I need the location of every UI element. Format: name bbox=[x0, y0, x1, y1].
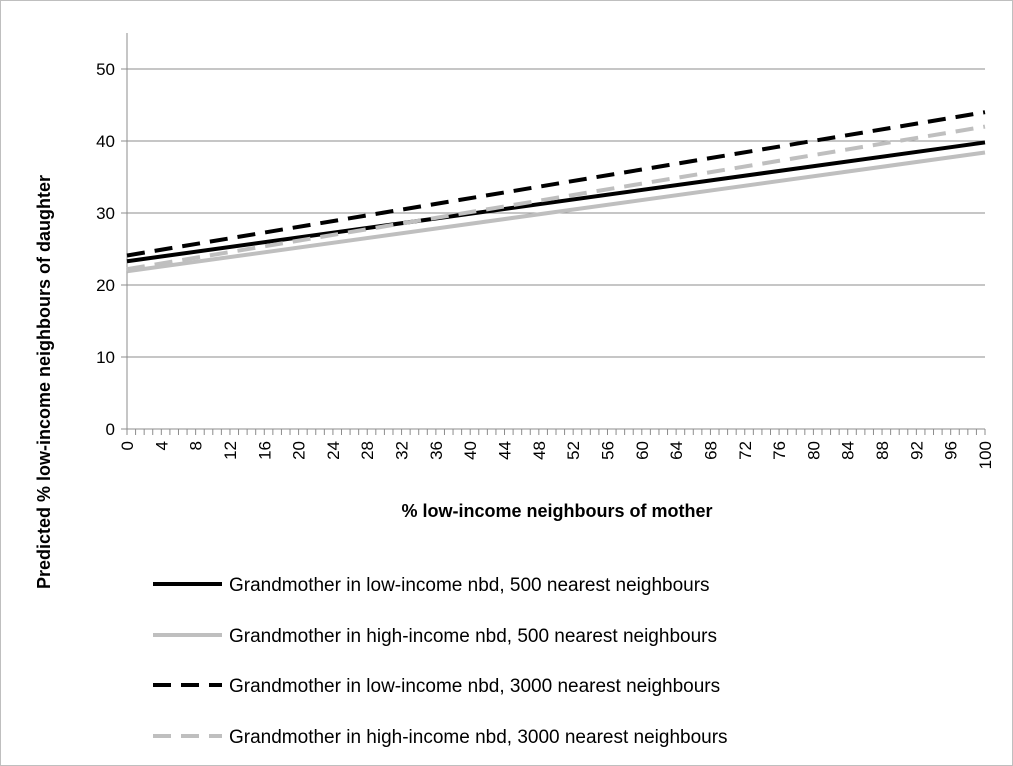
x-tick-label: 60 bbox=[633, 441, 652, 460]
y-axis-ticks: 0 10 20 30 40 50 bbox=[96, 60, 127, 439]
x-tick-label: 52 bbox=[564, 441, 583, 460]
x-axis-title: % low-income neighbours of mother bbox=[401, 501, 712, 521]
x-tick-label: 44 bbox=[496, 441, 515, 460]
x-tick-label: 88 bbox=[873, 441, 892, 460]
series-line bbox=[126, 124, 986, 272]
legend-label: Grandmother in high-income nbd, 3000 nea… bbox=[229, 727, 728, 748]
x-tick-label: 20 bbox=[290, 441, 309, 460]
x-tick-label: 12 bbox=[221, 441, 240, 460]
legend-label: Grandmother in low-income nbd, 500 neare… bbox=[229, 575, 710, 596]
y-axis-title: Predicted % low-income neighbours of dau… bbox=[34, 175, 54, 589]
x-tick-label: 64 bbox=[667, 441, 686, 460]
series-line bbox=[126, 110, 986, 258]
y-tick-label: 20 bbox=[96, 276, 115, 295]
x-tick-label: 0 bbox=[118, 441, 137, 450]
x-tick-label: 72 bbox=[736, 441, 755, 460]
legend-label: Grandmother in high-income nbd, 500 near… bbox=[229, 626, 717, 647]
x-tick-label: 32 bbox=[393, 441, 412, 460]
y-tick-label: 30 bbox=[96, 204, 115, 223]
gridlines bbox=[127, 68, 985, 358]
series-line bbox=[126, 150, 986, 274]
series-lines bbox=[126, 110, 986, 274]
x-tick-label: 84 bbox=[839, 441, 858, 460]
x-tick-label: 24 bbox=[324, 441, 343, 460]
y-tick-label: 40 bbox=[96, 132, 115, 151]
y-tick-label: 10 bbox=[96, 348, 115, 367]
series-line bbox=[126, 140, 986, 264]
x-tick-label: 96 bbox=[942, 441, 961, 460]
x-axis-ticks: 0 4 8 12 16 20 24 28 32 36 40 44 48 52 56 60 64 68 72 76 80 8… bbox=[118, 429, 995, 469]
x-tick-label: 40 bbox=[461, 441, 480, 460]
legend-label: Grandmother in low-income nbd, 3000 near… bbox=[229, 676, 720, 697]
x-tick-label: 28 bbox=[358, 441, 377, 460]
y-tick-label: 50 bbox=[96, 60, 115, 79]
x-tick-label: 92 bbox=[907, 441, 926, 460]
legend: Grandmother in low-income nbd, 500 neare… bbox=[153, 575, 728, 748]
x-tick-label: 48 bbox=[530, 441, 549, 460]
x-tick-label: 80 bbox=[804, 441, 823, 460]
x-tick-label: 8 bbox=[187, 441, 206, 450]
x-tick-label: 36 bbox=[427, 441, 446, 460]
x-tick-label: 16 bbox=[255, 441, 274, 460]
y-tick-label: 0 bbox=[106, 420, 115, 439]
x-tick-label: 100 bbox=[976, 441, 995, 469]
x-tick-label: 4 bbox=[152, 441, 171, 450]
axes bbox=[126, 33, 985, 430]
x-tick-label: 68 bbox=[701, 441, 720, 460]
x-tick-label: 76 bbox=[770, 441, 789, 460]
x-tick-label: 56 bbox=[598, 441, 617, 460]
